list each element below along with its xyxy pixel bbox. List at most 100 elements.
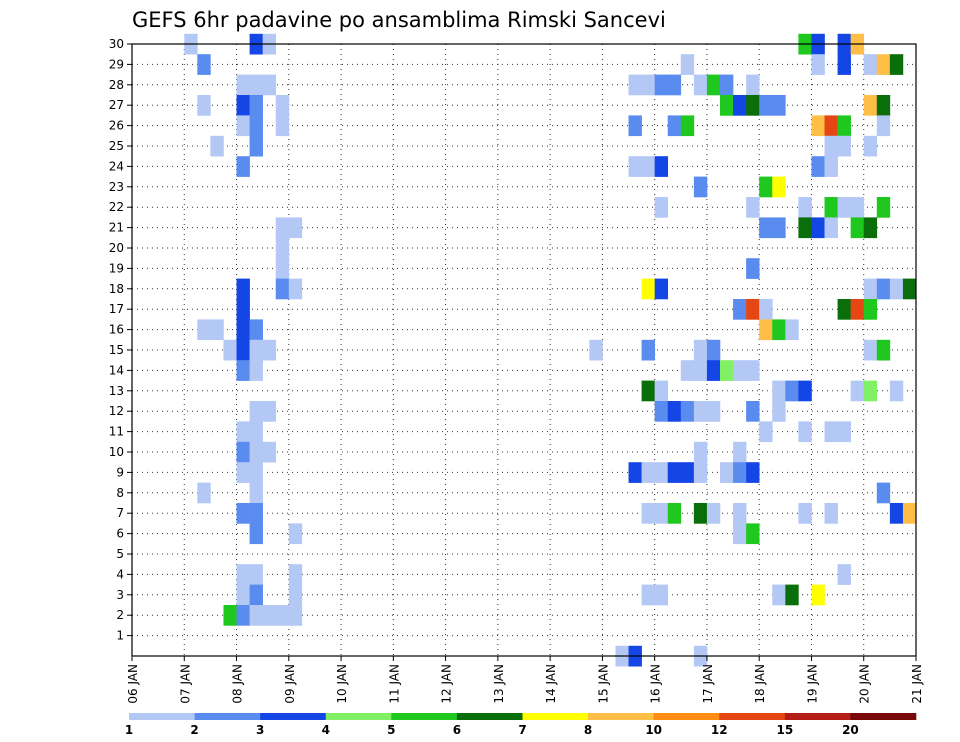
- heatmap-cell: [641, 74, 655, 96]
- heatmap-cell: [693, 503, 708, 524]
- heatmap-cell: [288, 584, 303, 606]
- heatmap-cell: [667, 462, 682, 483]
- heatmap-cell: [680, 401, 695, 422]
- heatmap-cell: [693, 462, 708, 483]
- heatmap-cell: [210, 135, 224, 157]
- heatmap-cell: [863, 380, 878, 402]
- heatmap-cell: [693, 441, 708, 463]
- heatmap-cell: [236, 74, 250, 96]
- heatmap-cell: [837, 197, 851, 218]
- heatmap-cell: [811, 115, 825, 137]
- heatmap-cell: [249, 584, 263, 606]
- heatmap-cells: [184, 33, 917, 667]
- colorbar-label: 6: [453, 723, 461, 737]
- heatmap-cell: [288, 605, 303, 626]
- heatmap-cell: [680, 115, 695, 137]
- heatmap-cell: [733, 462, 747, 483]
- heatmap-cell: [249, 401, 263, 422]
- heatmap-cell: [236, 360, 250, 381]
- y-tick-label: 27: [109, 98, 124, 112]
- heatmap-cell: [746, 258, 760, 279]
- heatmap-cell: [798, 421, 812, 443]
- heatmap-cell: [876, 115, 891, 137]
- x-tick-label: 14 JAN: [544, 664, 558, 704]
- y-tick-label: 3: [116, 588, 124, 602]
- heatmap-cell: [889, 380, 904, 402]
- y-tick-label: 9: [116, 465, 124, 479]
- heatmap-cell: [850, 197, 865, 218]
- heatmap-cell: [262, 401, 277, 422]
- heatmap-cell: [236, 564, 250, 585]
- x-tick-label: 12 JAN: [440, 664, 454, 704]
- heatmap-cell: [236, 319, 250, 341]
- colorbar-label: 8: [584, 723, 592, 737]
- colorbar-segment: [260, 713, 327, 720]
- heatmap-cell: [249, 605, 263, 626]
- heatmap-cell: [785, 584, 799, 606]
- heatmap-cell: [824, 115, 838, 137]
- heatmap-cell: [249, 95, 263, 116]
- y-tick-label: 21: [109, 221, 124, 235]
- heatmap-cell: [210, 319, 224, 341]
- heatmap-cell: [850, 217, 865, 239]
- heatmap-cell: [589, 339, 603, 361]
- y-tick-label: 17: [109, 302, 124, 316]
- heatmap-cell: [275, 605, 290, 626]
- heatmap-cell: [275, 278, 290, 300]
- heatmap-cell: [759, 319, 773, 341]
- heatmap-cell: [628, 156, 642, 177]
- heatmap-cell: [693, 401, 708, 422]
- y-tick-label: 14: [109, 363, 124, 377]
- heatmap-cell: [706, 360, 721, 381]
- heatmap-cell: [876, 482, 891, 504]
- heatmap-cell: [720, 462, 734, 483]
- heatmap-cell: [693, 339, 708, 361]
- x-tick-label: 07 JAN: [178, 664, 192, 704]
- y-tick-label: 16: [109, 323, 124, 337]
- x-tick-label: 10 JAN: [335, 664, 349, 704]
- heatmap-cell: [772, 380, 786, 402]
- heatmap-cell: [876, 95, 891, 116]
- colorbar-segment: [719, 713, 786, 720]
- heatmap-cell: [693, 360, 708, 381]
- heatmap-cell: [772, 319, 786, 341]
- heatmap-cell: [262, 339, 277, 361]
- heatmap-cell: [654, 74, 669, 96]
- heatmap-cell: [641, 503, 655, 524]
- heatmap-cell: [654, 197, 669, 218]
- y-tick-label: 2: [116, 608, 124, 622]
- heatmap-cell: [902, 278, 917, 300]
- y-tick-label: 13: [109, 384, 124, 398]
- heatmap-cell: [236, 156, 250, 177]
- heatmap-cell: [667, 74, 682, 96]
- colorbar-segment: [850, 713, 917, 720]
- heatmap-cell: [720, 95, 734, 116]
- colorbar-label: 12: [711, 723, 728, 737]
- heatmap-cell: [837, 299, 851, 320]
- heatmap-cell: [667, 115, 682, 137]
- x-tick-label: 17 JAN: [701, 664, 715, 704]
- heatmap-cell: [733, 523, 747, 545]
- heatmap-cell: [706, 74, 721, 96]
- colorbar-segment: [522, 713, 589, 720]
- chart-title: GEFS 6hr padavine po ansamblima Rimski S…: [132, 8, 666, 32]
- heatmap-cell: [746, 299, 760, 320]
- heatmap-cell: [249, 441, 263, 463]
- heatmap-cell: [693, 176, 708, 198]
- heatmap-cell: [811, 217, 825, 239]
- heatmap-cell: [654, 584, 669, 606]
- colorbar: 1 2 3 4 5 6 7 8 10 12 15 20: [125, 713, 917, 737]
- heatmap-cell: [889, 503, 904, 524]
- heatmap-cell: [772, 401, 786, 422]
- heatmap-cell: [863, 339, 878, 361]
- y-tick-label: 6: [116, 527, 124, 541]
- y-tick-label: 15: [109, 343, 124, 357]
- heatmap-cell: [262, 605, 277, 626]
- heatmap-cell: [863, 299, 878, 320]
- x-axis: 06 JAN 07 JAN 08 JAN 09 JAN 10 JAN 11 JAN 12 J…: [126, 656, 924, 704]
- heatmap-cell: [236, 299, 250, 320]
- heatmap-cell: [236, 584, 250, 606]
- colorbar-label: 10: [645, 723, 662, 737]
- heatmap-cell: [759, 299, 773, 320]
- heatmap-cell: [197, 54, 211, 75]
